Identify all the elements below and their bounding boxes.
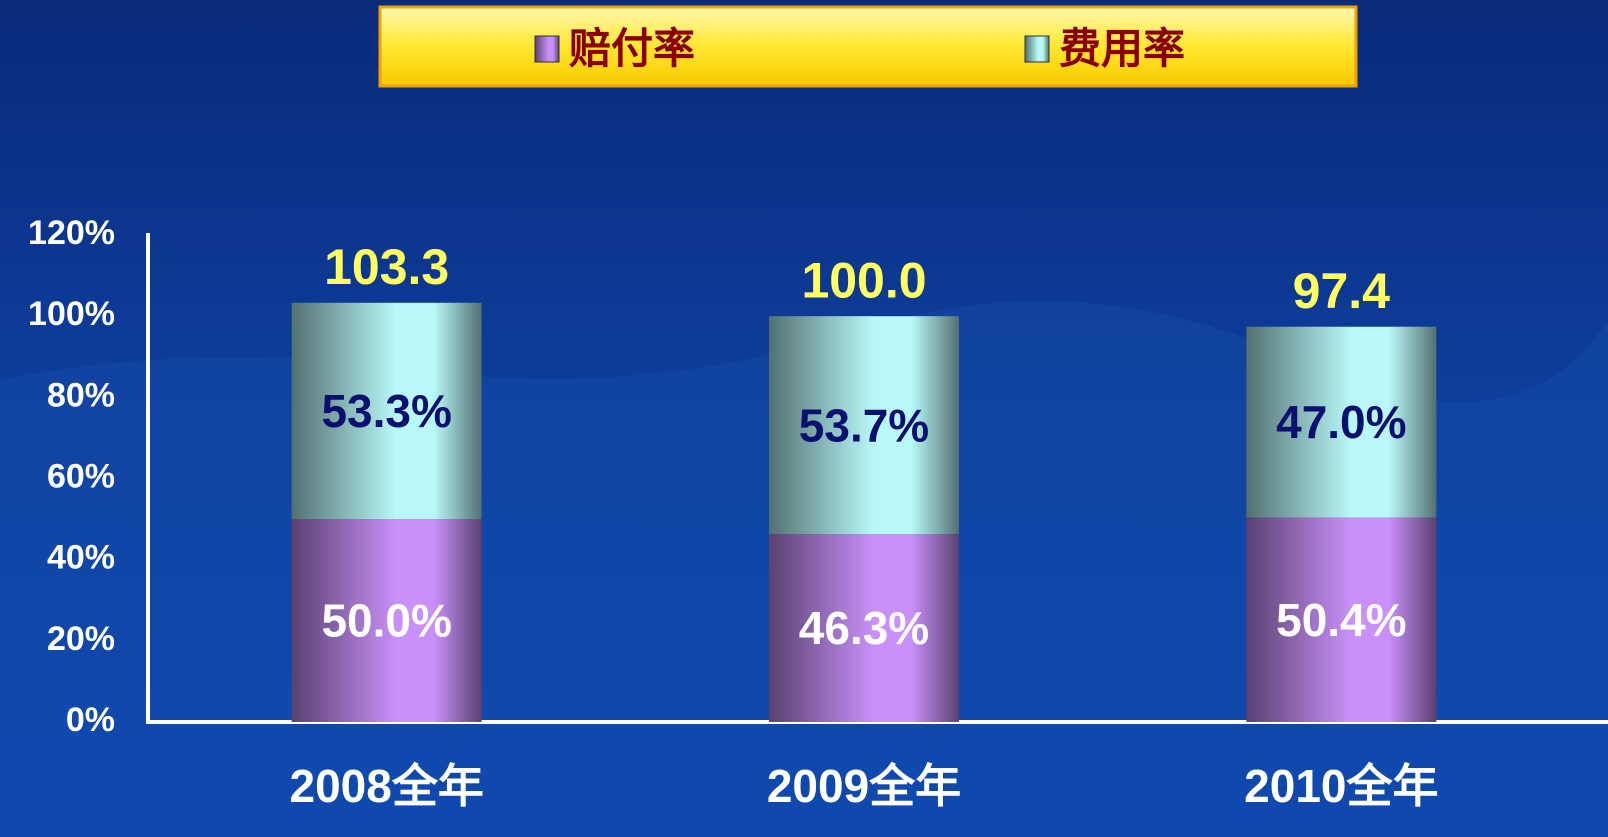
value-label: 53.3%	[321, 385, 451, 437]
legend-swatch	[534, 35, 560, 63]
value-label: 46.3%	[799, 602, 929, 654]
x-tick-label: 2008全年	[289, 760, 483, 812]
bar-segment	[291, 302, 482, 520]
value-label: 53.7%	[799, 399, 929, 451]
bar-segment	[291, 519, 482, 722]
bar-segment	[769, 316, 959, 535]
total-label: 103.3	[324, 239, 449, 295]
y-tick-label: 120%	[28, 214, 115, 252]
total-label: 97.4	[1293, 263, 1391, 319]
y-tick-label: 60%	[47, 457, 115, 495]
y-tick-label: 40%	[47, 539, 115, 577]
bar-segment	[1246, 326, 1437, 518]
value-label: 50.0%	[321, 595, 451, 647]
legend-label: 赔付率	[569, 25, 695, 72]
y-tick-label: 20%	[47, 620, 115, 658]
value-label: 50.4%	[1276, 594, 1406, 646]
legend-label: 费用率	[1059, 25, 1185, 72]
bar-segment	[769, 534, 959, 722]
y-tick-label: 0%	[66, 701, 115, 739]
x-tick-label: 2010全年	[1244, 760, 1438, 812]
x-tick-label: 2009全年	[767, 760, 961, 812]
y-tick-label: 100%	[28, 295, 115, 333]
value-label: 47.0%	[1276, 396, 1406, 448]
total-label: 100.0	[801, 252, 926, 308]
legend-box	[378, 5, 1358, 88]
bar-segment	[1246, 517, 1437, 722]
y-tick-label: 80%	[47, 376, 115, 414]
legend-swatch	[1024, 35, 1050, 63]
